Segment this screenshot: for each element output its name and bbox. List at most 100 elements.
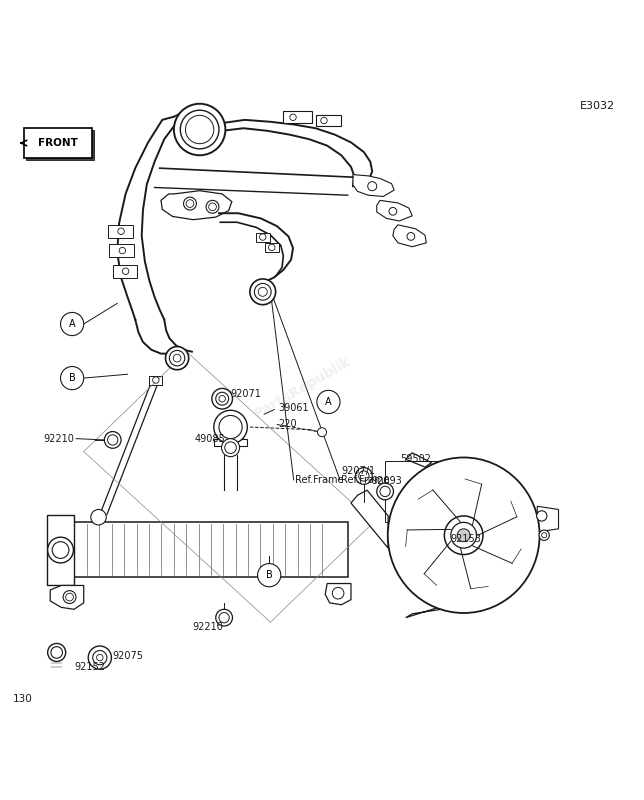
Text: Ref.Frame: Ref.Frame (341, 475, 390, 485)
Text: PartsRepublik: PartsRepublik (252, 354, 354, 421)
Circle shape (48, 643, 66, 662)
Circle shape (153, 377, 159, 383)
Text: A: A (69, 319, 75, 329)
Circle shape (174, 104, 225, 155)
Polygon shape (351, 490, 388, 548)
Circle shape (169, 350, 185, 366)
Circle shape (539, 530, 549, 540)
Circle shape (407, 233, 415, 240)
Polygon shape (47, 514, 74, 586)
Text: 220: 220 (278, 419, 297, 430)
Text: 92153: 92153 (451, 534, 482, 544)
Circle shape (206, 200, 219, 214)
Circle shape (91, 510, 106, 525)
Circle shape (444, 516, 483, 554)
Circle shape (332, 587, 344, 599)
Text: FRONT: FRONT (38, 138, 78, 148)
Text: B: B (266, 570, 272, 580)
Text: 130: 130 (13, 694, 33, 705)
Polygon shape (50, 586, 84, 610)
Circle shape (219, 395, 225, 402)
Circle shape (180, 110, 219, 149)
Circle shape (317, 390, 340, 414)
Text: 9207/1: 9207/1 (341, 466, 375, 476)
Circle shape (359, 471, 369, 481)
Circle shape (536, 510, 547, 521)
Circle shape (97, 654, 103, 661)
Polygon shape (406, 453, 431, 467)
Circle shape (377, 483, 393, 500)
Circle shape (118, 228, 124, 234)
FancyBboxPatch shape (24, 127, 92, 158)
Circle shape (166, 346, 189, 370)
Circle shape (225, 442, 236, 454)
Polygon shape (537, 506, 558, 532)
Text: A: A (325, 397, 332, 407)
Polygon shape (393, 225, 426, 246)
Text: 49085: 49085 (194, 434, 225, 444)
Circle shape (108, 434, 118, 445)
Bar (283, 111, 312, 123)
Text: 92093: 92093 (371, 476, 402, 486)
Circle shape (66, 594, 73, 601)
Circle shape (254, 283, 271, 300)
Circle shape (184, 197, 196, 210)
Circle shape (451, 522, 477, 548)
Polygon shape (406, 606, 451, 618)
Circle shape (219, 415, 242, 438)
Bar (256, 234, 270, 242)
Text: 92210: 92210 (192, 622, 223, 632)
Circle shape (216, 392, 229, 405)
Circle shape (258, 287, 267, 296)
Circle shape (250, 279, 276, 305)
Circle shape (317, 428, 327, 437)
Bar (265, 243, 279, 252)
Polygon shape (377, 200, 412, 221)
Polygon shape (61, 522, 348, 577)
Circle shape (258, 563, 281, 586)
Circle shape (119, 247, 126, 254)
Circle shape (542, 533, 547, 538)
Circle shape (122, 268, 129, 274)
Text: Ref.Frame: Ref.Frame (295, 475, 343, 485)
Circle shape (48, 537, 73, 563)
Circle shape (321, 118, 327, 124)
Circle shape (269, 244, 275, 250)
Circle shape (222, 438, 240, 457)
Circle shape (212, 389, 232, 409)
Circle shape (219, 613, 229, 623)
Circle shape (389, 207, 397, 215)
Text: 39061: 39061 (278, 403, 309, 414)
Circle shape (61, 366, 84, 390)
Polygon shape (325, 583, 351, 605)
Circle shape (209, 203, 216, 210)
Circle shape (368, 182, 377, 190)
Polygon shape (113, 265, 137, 278)
Circle shape (173, 354, 181, 362)
Circle shape (290, 114, 296, 121)
Circle shape (93, 650, 107, 665)
Circle shape (104, 431, 121, 448)
Circle shape (185, 115, 214, 144)
Polygon shape (108, 225, 133, 238)
Circle shape (355, 468, 372, 484)
Text: B: B (69, 373, 75, 383)
Circle shape (88, 646, 111, 669)
Text: 92210: 92210 (44, 434, 75, 444)
Bar (218, 425, 243, 442)
Text: 92152: 92152 (75, 662, 106, 672)
Polygon shape (161, 190, 232, 220)
Polygon shape (109, 244, 134, 257)
Circle shape (51, 646, 62, 658)
Ellipse shape (388, 458, 540, 613)
Circle shape (63, 590, 76, 603)
Text: 92071: 92071 (231, 389, 261, 398)
Polygon shape (353, 174, 394, 197)
Text: 92075: 92075 (113, 651, 144, 662)
Bar (149, 375, 162, 385)
Bar (316, 115, 341, 126)
Circle shape (186, 200, 194, 207)
Circle shape (457, 529, 470, 542)
Bar (385, 461, 443, 522)
Circle shape (61, 313, 84, 335)
